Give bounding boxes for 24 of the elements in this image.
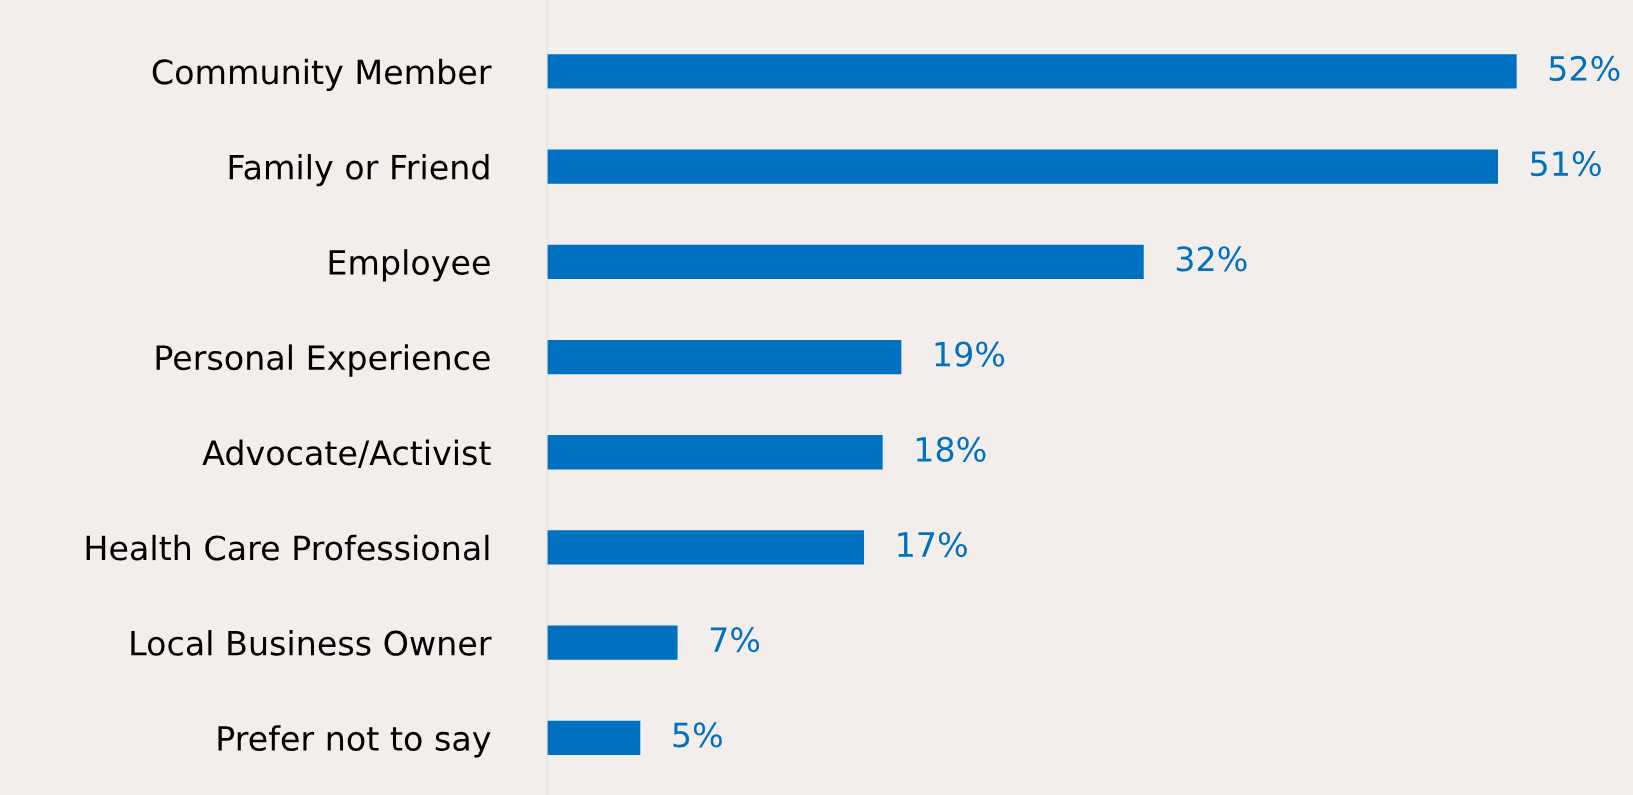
y-tick-label: Prefer not to say — [218, 725, 491, 758]
y-tick-label: Employee — [329, 249, 490, 282]
data-label: 51% — [1531, 151, 1601, 177]
data-label: 18% — [916, 436, 986, 462]
bar — [547, 625, 678, 660]
data-label: 32% — [1176, 246, 1247, 272]
bar — [547, 720, 641, 756]
y-tick-label: Community Member — [152, 58, 492, 91]
data-label: 52% — [1549, 55, 1620, 82]
y-tick-label: Advocate/Activist — [202, 439, 491, 468]
bar — [547, 435, 883, 470]
data-label: 17% — [898, 531, 967, 558]
bar — [547, 339, 902, 375]
y-tick-label: Personal Experience — [156, 344, 490, 377]
data-label: 19% — [935, 341, 1005, 367]
bar — [547, 54, 1517, 89]
bar — [547, 149, 1498, 184]
bar — [547, 244, 1144, 279]
data-label: 7% — [710, 627, 760, 653]
y-tick-label: Local Business Owner — [131, 630, 492, 656]
y-tick-label: Family or Friend — [229, 153, 489, 187]
bar — [547, 530, 865, 565]
data-label: 5% — [673, 722, 722, 748]
y-tick-label: Health Care Professional — [86, 534, 489, 561]
